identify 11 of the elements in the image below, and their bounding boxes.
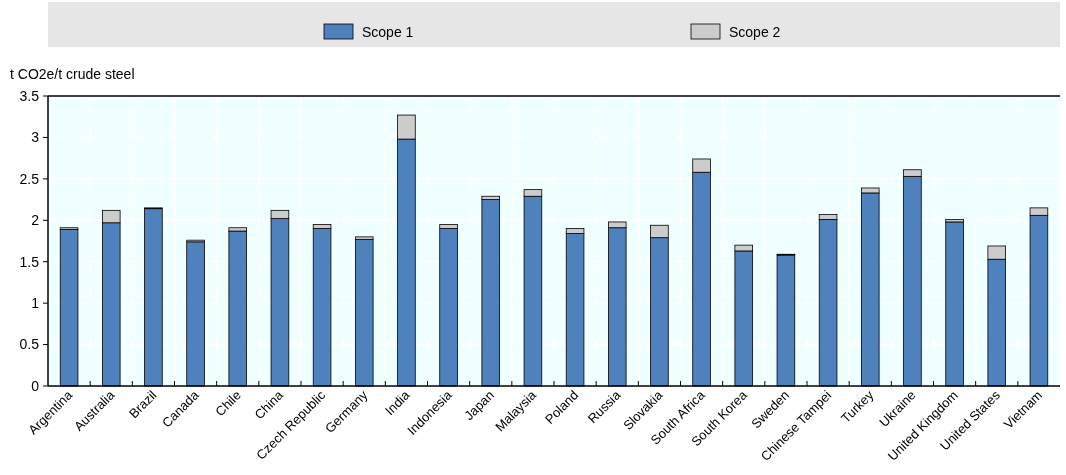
y-tick-label: 2 — [31, 212, 40, 229]
y-tick-label: 2.5 — [19, 170, 40, 187]
y-tick-label: 0 — [31, 377, 40, 394]
y-tick-label: 1.5 — [19, 253, 40, 270]
legend-label: Scope 1 — [362, 24, 414, 40]
legend-label: Scope 2 — [729, 24, 781, 40]
y-tick-label: 1 — [31, 295, 40, 312]
y-tick-label: 3 — [31, 129, 40, 146]
y-axis-title: t CO2e/t crude steel — [10, 66, 135, 82]
y-tick-label: 3.5 — [19, 87, 40, 104]
y-tick-label: 0.5 — [19, 336, 40, 353]
